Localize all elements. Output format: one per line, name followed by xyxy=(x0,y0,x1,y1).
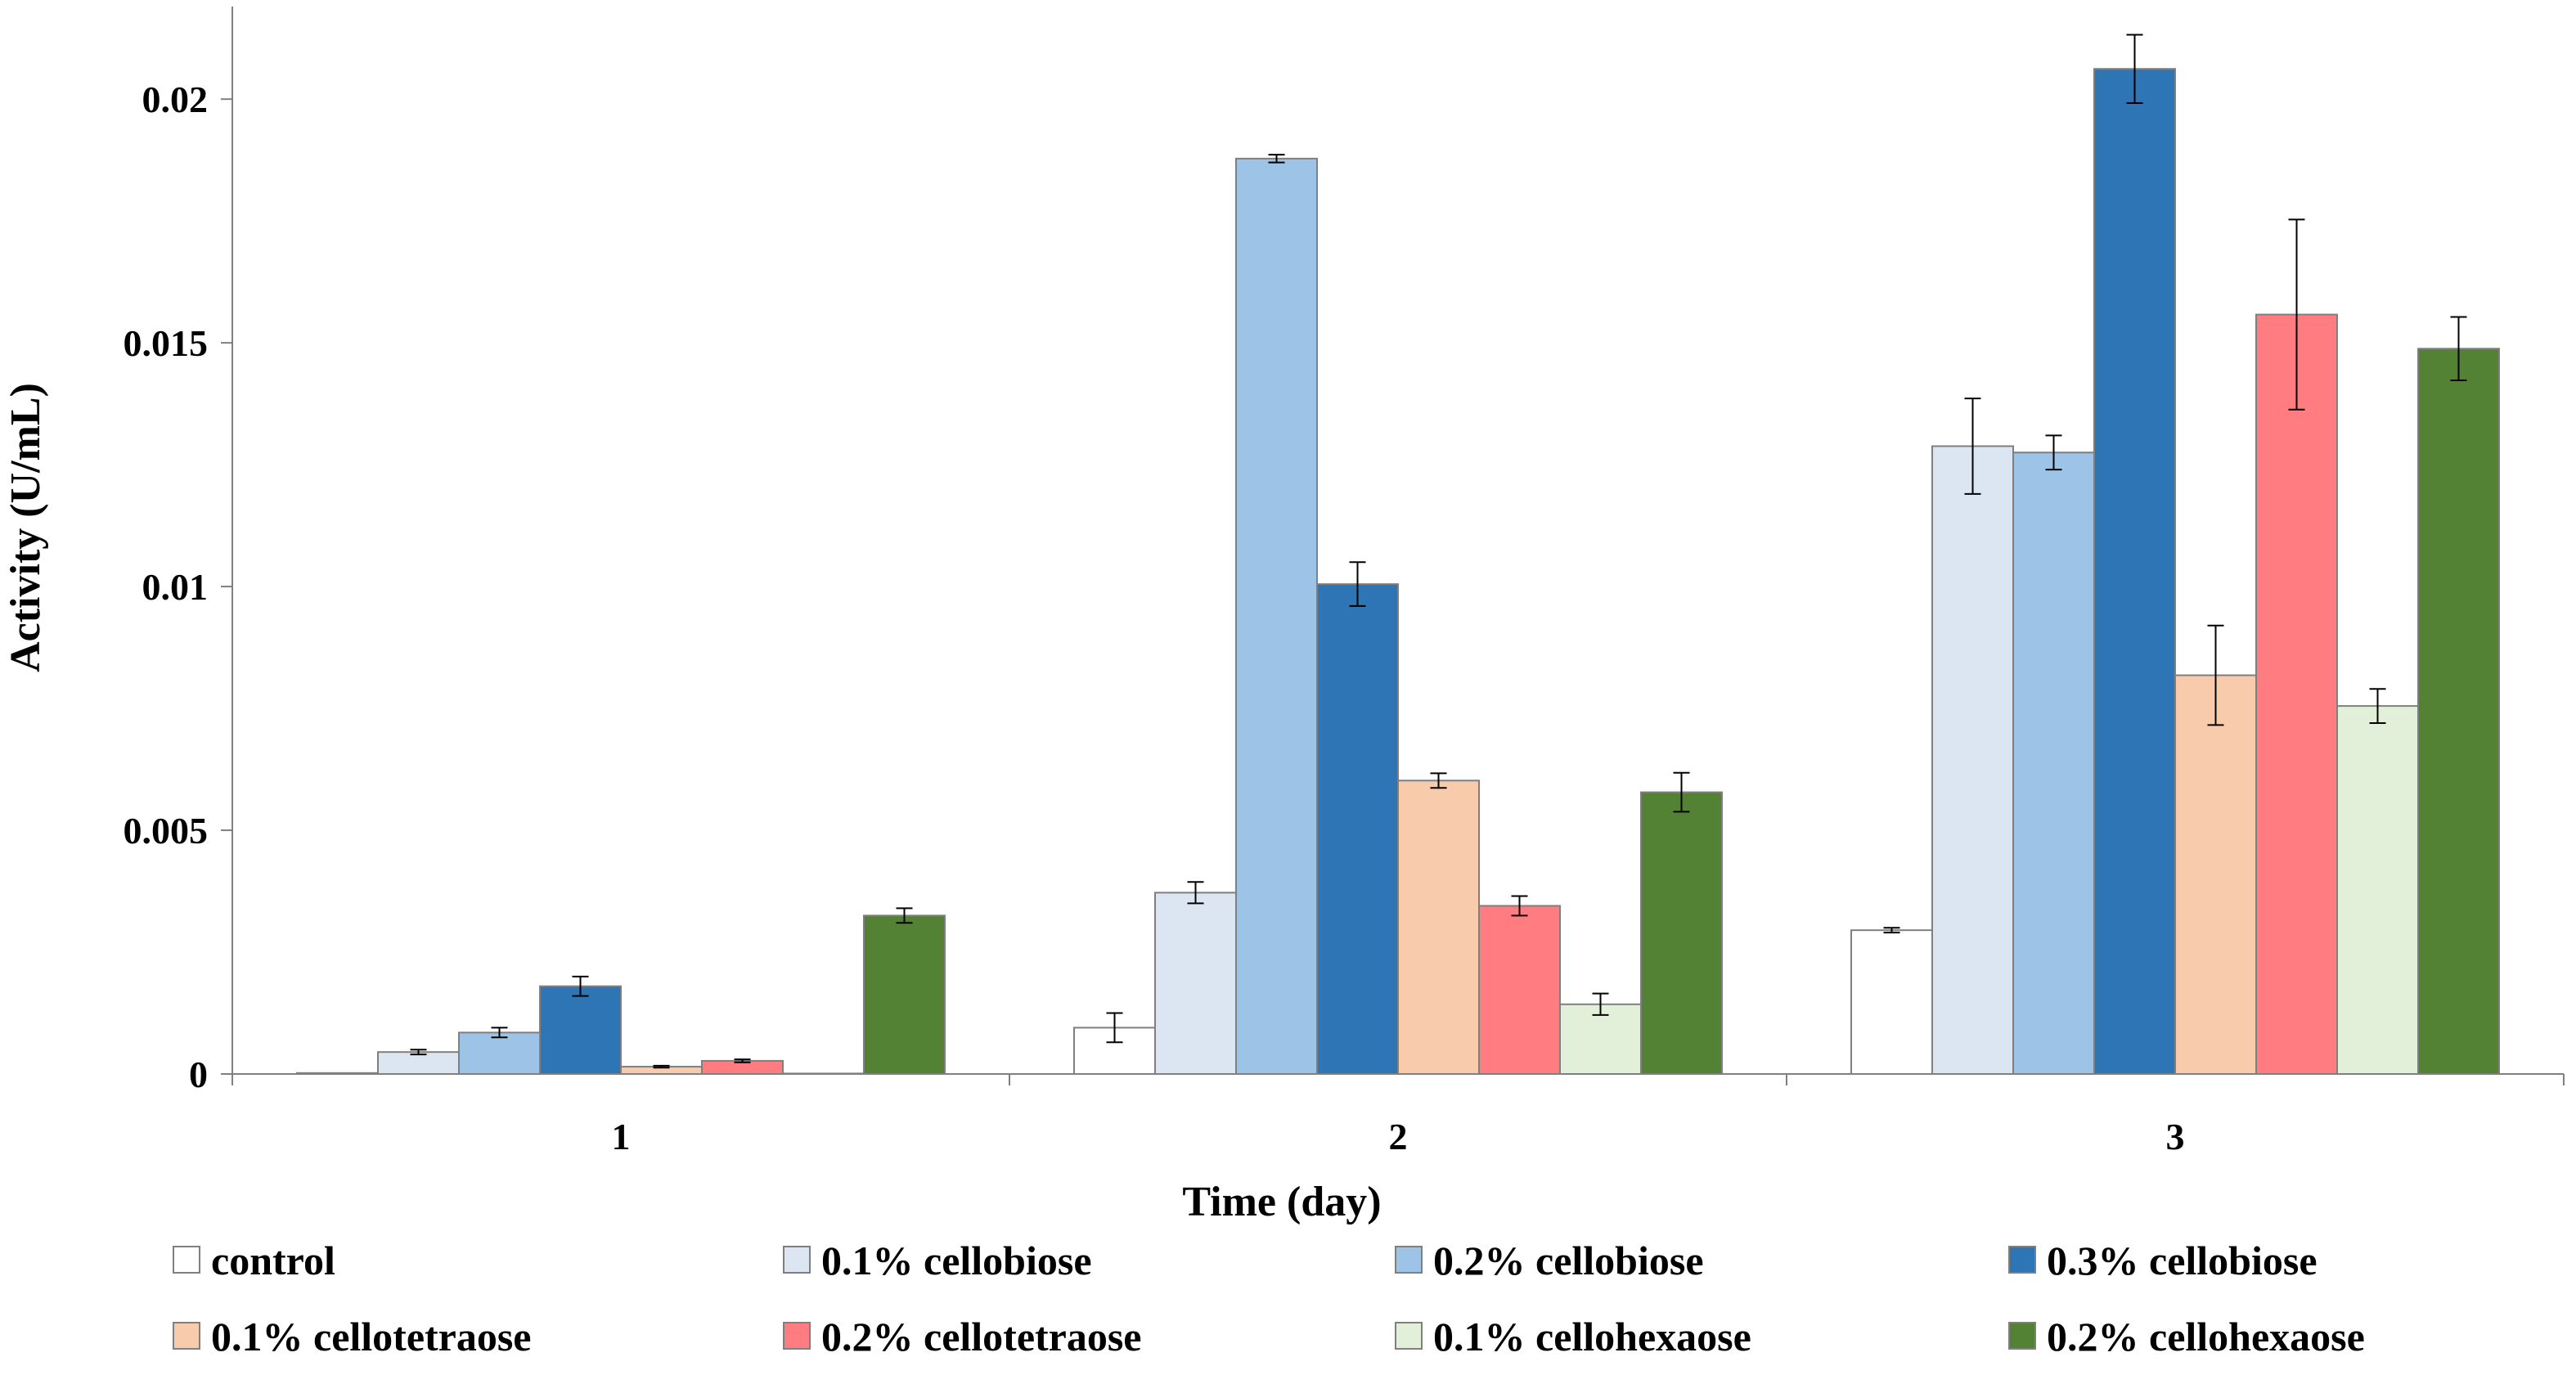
error-bar xyxy=(1964,398,1981,495)
bar-0-1-cellobiose-day-1 xyxy=(377,1051,460,1075)
error-bar xyxy=(2288,218,2305,411)
bar-0-3-cellobiose-day-1 xyxy=(539,985,622,1075)
legend-swatch xyxy=(173,1322,200,1350)
error-bar xyxy=(491,1027,508,1039)
legend-swatch xyxy=(1395,1322,1423,1350)
legend-item: 0.2% cellotetraose xyxy=(783,1314,1142,1359)
legend-label: 0.1% cellotetraose xyxy=(211,1314,532,1359)
legend-swatch xyxy=(783,1322,811,1350)
legend-swatch xyxy=(173,1246,200,1274)
legend-label: control xyxy=(211,1238,335,1283)
legend-item: 0.3% cellobiose xyxy=(2008,1238,2318,1283)
y-axis-title: Activity (U/mL) xyxy=(2,383,49,672)
error-bar xyxy=(1349,561,1366,607)
error-bar xyxy=(1430,772,1447,789)
bar-control-day-1 xyxy=(296,1072,379,1076)
bar-0-1-cellohexaose-day-1 xyxy=(782,1072,865,1075)
y-tick-label: 0.01 xyxy=(142,566,209,608)
bar-0-3-cellobiose-day-2 xyxy=(1316,583,1399,1075)
error-bar xyxy=(2450,316,2467,382)
legend-item: control xyxy=(173,1238,335,1283)
bar-0-1-cellohexaose-day-2 xyxy=(1559,1003,1642,1076)
error-bar xyxy=(2126,34,2143,104)
error-bar xyxy=(1511,895,1528,917)
error-bar xyxy=(1106,1012,1123,1044)
legend-swatch xyxy=(2008,1322,2036,1350)
legend-label: 0.3% cellobiose xyxy=(2047,1238,2318,1283)
error-bar xyxy=(1187,881,1204,905)
bar-0-1-cellobiose-day-3 xyxy=(1931,445,2014,1075)
error-bar xyxy=(572,975,589,997)
error-bar xyxy=(1592,992,1609,1016)
y-axis: 0 0.005 0.01 0.015 0.02 xyxy=(124,7,233,1095)
legend-label: 0.2% cellotetraose xyxy=(821,1314,1142,1359)
error-bar xyxy=(2045,434,2062,471)
error-bar xyxy=(2207,624,2224,726)
x-axis-title: Time (day) xyxy=(1182,1179,1381,1225)
bar-control-day-3 xyxy=(1850,929,1933,1075)
legend-swatch xyxy=(783,1246,811,1274)
legend-label: 0.2% cellohexaose xyxy=(2047,1314,2365,1359)
bar-0-2-cellohexaose-day-1 xyxy=(863,914,946,1076)
error-bars xyxy=(410,34,2467,1069)
error-bar xyxy=(410,1049,427,1056)
x-axis: 1 2 3 xyxy=(232,1073,2565,1157)
legend-label: 0.1% cellohexaose xyxy=(1433,1314,1751,1359)
error-bar xyxy=(1268,154,1285,164)
bar-0-2-cellotetraose-day-3 xyxy=(2255,313,2338,1076)
legend: control 0.1% cellobiose 0.2% cellobiose 0.3… xyxy=(173,1238,2365,1359)
x-tick-label: 1 xyxy=(612,1116,631,1157)
legend-item: 0.1% cellobiose xyxy=(783,1238,1092,1283)
y-tick-label: 0.02 xyxy=(142,79,209,120)
bar-0-1-cellohexaose-day-3 xyxy=(2336,705,2419,1075)
bar-0-2-cellohexaose-day-3 xyxy=(2417,348,2500,1075)
bar-0-1-cellotetraose-day-2 xyxy=(1397,780,1480,1076)
x-tick-label: 2 xyxy=(1389,1116,1408,1157)
y-tick-label: 0 xyxy=(189,1054,208,1095)
legend-label: 0.1% cellobiose xyxy=(821,1238,1092,1283)
y-tick-label: 0.015 xyxy=(124,322,209,364)
legend-item: 0.2% cellobiose xyxy=(1395,1238,1704,1283)
axis-titles: Activity (U/mL) Time (day) xyxy=(2,383,1382,1225)
bar-0-2-cellotetraose-day-2 xyxy=(1478,905,1561,1076)
error-bar xyxy=(653,1064,670,1069)
y-tick-label: 0.005 xyxy=(124,810,209,852)
bar-0-2-cellobiose-day-2 xyxy=(1235,157,1318,1076)
bars xyxy=(296,68,2500,1076)
bar-0-2-cellobiose-day-3 xyxy=(2012,452,2095,1075)
bar-0-1-cellobiose-day-2 xyxy=(1154,892,1237,1075)
bar-0-2-cellohexaose-day-2 xyxy=(1640,791,1723,1076)
legend-swatch xyxy=(2008,1246,2036,1274)
error-bar xyxy=(1883,927,1900,934)
bar-0-3-cellobiose-day-3 xyxy=(2093,68,2176,1075)
legend-label: 0.2% cellobiose xyxy=(1433,1238,1704,1283)
legend-swatch xyxy=(1395,1246,1423,1274)
legend-item: 0.2% cellohexaose xyxy=(2008,1314,2365,1359)
bar-0-1-cellotetraose-day-3 xyxy=(2174,674,2257,1076)
error-bar xyxy=(896,907,913,924)
legend-item: 0.1% cellotetraose xyxy=(173,1314,532,1359)
x-tick-label: 3 xyxy=(2166,1116,2185,1157)
error-bar xyxy=(734,1058,751,1063)
error-bar xyxy=(2369,688,2386,724)
bar-0-2-cellobiose-day-1 xyxy=(458,1031,541,1076)
legend-item: 0.1% cellohexaose xyxy=(1395,1314,1751,1359)
error-bar xyxy=(1673,771,1690,813)
